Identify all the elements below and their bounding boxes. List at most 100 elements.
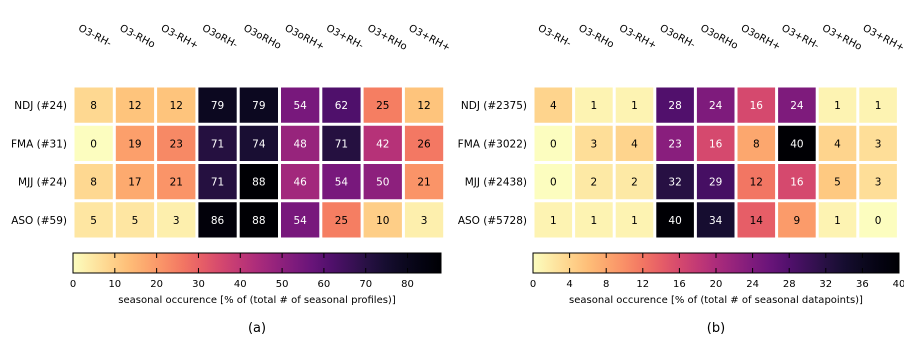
cell-value-label: 40 bbox=[790, 138, 803, 150]
row-label: FMA (#3022) bbox=[458, 138, 527, 150]
heatmap-cell bbox=[322, 87, 361, 123]
heatmap-cell bbox=[656, 202, 694, 238]
cell-value-label: 1 bbox=[834, 215, 841, 227]
heatmap-cell bbox=[239, 87, 278, 123]
heatmap-cell bbox=[74, 125, 113, 161]
cell-value-label: 14 bbox=[750, 215, 764, 227]
column-label: O3oRHo bbox=[241, 23, 282, 52]
colorbar-tick-label: 80 bbox=[401, 279, 414, 290]
heatmap-cell bbox=[778, 125, 816, 161]
cell-value-label: 42 bbox=[376, 138, 389, 150]
heatmap-cell bbox=[534, 202, 573, 238]
column-label: O3-RHo bbox=[576, 23, 615, 51]
column-label: O3-RH- bbox=[536, 23, 573, 50]
heatmap-panel-b: O3-RH- O3-RHo O3-RH+ O3oRH- O3oRHo O3oRH+O3+R… bbox=[458, 23, 904, 336]
cell-value-label: 16 bbox=[790, 177, 804, 189]
colorbar-tick-label: 20 bbox=[710, 279, 723, 290]
cell-value-label: 12 bbox=[750, 177, 763, 189]
cell-value-label: 1 bbox=[591, 100, 598, 112]
colorbar-tick-label: 0 bbox=[530, 279, 536, 290]
cell-value-label: 8 bbox=[90, 177, 97, 189]
colorbar-tick-label: 28 bbox=[783, 279, 796, 290]
cell-value-label: 21 bbox=[170, 177, 183, 189]
heatmap-cell bbox=[404, 202, 444, 238]
colorbar-tick-label: 24 bbox=[746, 279, 759, 290]
cell-value-label: 24 bbox=[790, 100, 804, 112]
heatmap-cell bbox=[656, 125, 694, 161]
heatmap-cell bbox=[615, 87, 654, 123]
cell-value-label: 5 bbox=[834, 177, 841, 189]
heatmap-cell bbox=[575, 125, 613, 161]
heatmap-panel-a: O3-RH- O3-RHo O3-RH+ O3oRH- O3oRHo O3oRH+O3+R… bbox=[11, 23, 452, 336]
heatmap-cell bbox=[696, 125, 735, 161]
heatmap-cell bbox=[859, 125, 897, 161]
cell-value-label: 29 bbox=[709, 177, 722, 189]
row-label: ASO (#5728) bbox=[458, 215, 527, 227]
colorbar bbox=[72, 252, 442, 274]
heatmap-cell bbox=[818, 202, 857, 238]
heatmap-cell bbox=[615, 125, 654, 161]
colorbar-tick-label: 30 bbox=[192, 279, 205, 290]
heatmap-cell bbox=[239, 125, 278, 161]
heatmap-cell bbox=[575, 87, 613, 123]
column-label: O3oRH- bbox=[658, 23, 697, 51]
cell-value-label: 4 bbox=[631, 138, 638, 150]
colorbar-label: seasonal occurence [% of (total # of sea… bbox=[118, 295, 396, 306]
heatmap-cell bbox=[115, 164, 155, 200]
heatmap-cell bbox=[363, 125, 402, 161]
column-label: O3oRH+ bbox=[283, 23, 326, 53]
cell-value-label: 2 bbox=[591, 177, 598, 189]
column-label: O3oRHo bbox=[698, 23, 739, 52]
heatmap-cell bbox=[157, 202, 196, 238]
column-label: O3oRH+ bbox=[739, 23, 782, 53]
cell-value-label: 54 bbox=[293, 100, 307, 112]
heatmap-cell bbox=[615, 202, 654, 238]
heatmap-cell bbox=[74, 164, 113, 200]
heatmap-cell bbox=[818, 87, 857, 123]
row-label: NDJ (#2375) bbox=[461, 100, 527, 112]
cell-value-label: 5 bbox=[90, 215, 97, 227]
cell-value-label: 23 bbox=[668, 138, 681, 150]
cell-value-label: 62 bbox=[335, 100, 348, 112]
colorbar-tick-label: 4 bbox=[566, 279, 572, 290]
heatmap-cell bbox=[363, 202, 402, 238]
cell-value-label: 23 bbox=[170, 138, 183, 150]
cell-value-label: 32 bbox=[668, 177, 681, 189]
heatmap-cell bbox=[404, 87, 444, 123]
heatmap-cell bbox=[575, 202, 613, 238]
colorbar-tick-label: 20 bbox=[150, 279, 163, 290]
heatmap-cell bbox=[818, 164, 857, 200]
heatmap-cell bbox=[778, 87, 816, 123]
row-label: FMA (#31) bbox=[11, 138, 67, 150]
row-label: MJJ (#2438) bbox=[465, 177, 527, 189]
cell-value-label: 1 bbox=[834, 100, 841, 112]
cell-value-label: 17 bbox=[128, 177, 141, 189]
cell-value-label: 54 bbox=[293, 215, 307, 227]
colorbar-tick-label: 16 bbox=[673, 279, 686, 290]
cell-value-label: 79 bbox=[211, 100, 224, 112]
heatmap-cell bbox=[198, 125, 237, 161]
heatmap-cell bbox=[322, 202, 361, 238]
cell-value-label: 16 bbox=[709, 138, 723, 150]
heatmap-cell bbox=[859, 202, 897, 238]
heatmap-cell bbox=[239, 164, 278, 200]
heatmap-cell bbox=[534, 164, 573, 200]
column-label: O3+RHo bbox=[820, 23, 863, 53]
colorbar-tick-label: 10 bbox=[108, 279, 121, 290]
heatmap-cell bbox=[737, 87, 776, 123]
cell-value-label: 4 bbox=[834, 138, 841, 150]
cell-value-label: 1 bbox=[875, 100, 882, 112]
heatmap-cell bbox=[575, 164, 613, 200]
cell-value-label: 19 bbox=[128, 138, 141, 150]
heatmap-cell bbox=[696, 87, 735, 123]
colorbar-tick-label: 40 bbox=[234, 279, 247, 290]
cell-value-label: 3 bbox=[421, 215, 428, 227]
column-label: O3-RHo bbox=[118, 23, 157, 51]
column-label: O3+RH+ bbox=[861, 23, 904, 54]
panel-label: (b) bbox=[707, 321, 725, 336]
cell-value-label: 2 bbox=[631, 177, 638, 189]
heatmap-cell bbox=[404, 164, 444, 200]
heatmap-cell bbox=[656, 87, 694, 123]
heatmap-cell bbox=[615, 164, 654, 200]
